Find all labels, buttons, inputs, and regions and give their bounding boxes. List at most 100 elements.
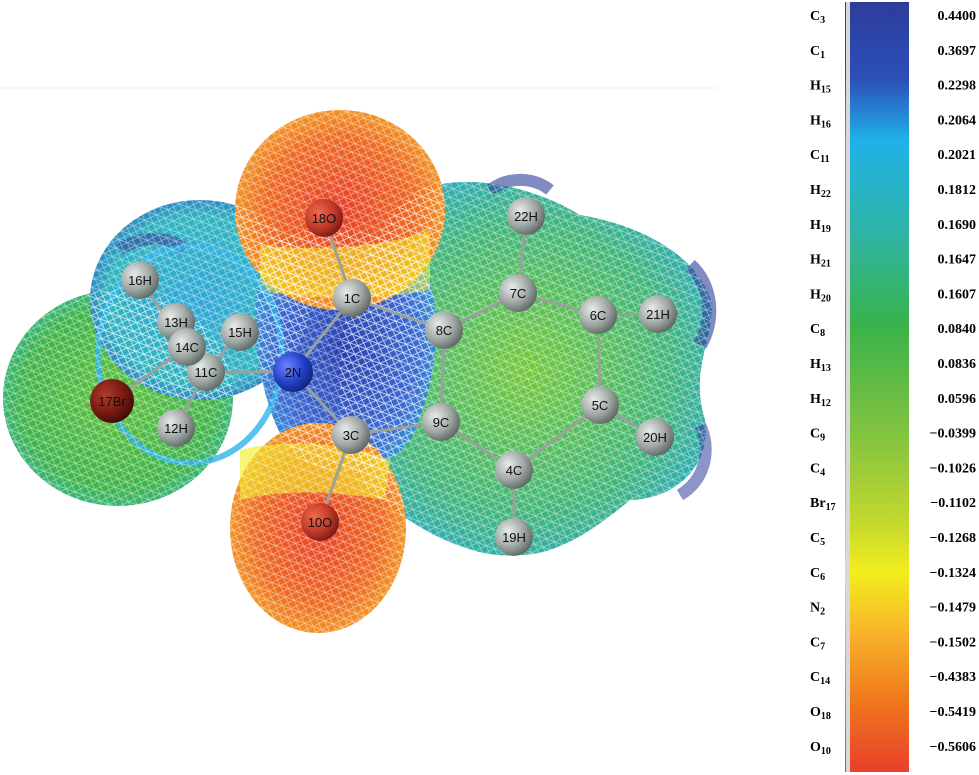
- legend-row: H12 0.0596: [810, 392, 976, 409]
- atom-sphere: [333, 279, 371, 317]
- legend-charge-value: 0.0836: [938, 357, 977, 372]
- atom-sphere: [499, 274, 537, 312]
- legend-atom-label: C1: [810, 44, 825, 61]
- legend-row: C4 −0.1026: [810, 461, 976, 478]
- legend-atom-label: C14: [810, 670, 830, 687]
- legend-atom-label: C4: [810, 461, 825, 478]
- atom-label: 17Br: [98, 394, 126, 409]
- atom-label: 22H: [514, 209, 538, 224]
- atom-label: 9C: [433, 415, 450, 430]
- atom-15h: 15H: [221, 313, 259, 351]
- legend-row: H15 0.2298: [810, 79, 976, 96]
- atom-sphere: [507, 197, 545, 235]
- atom-label: 15H: [228, 325, 252, 340]
- atom-label: 14C: [175, 340, 199, 355]
- legend-row: H13 0.0836: [810, 357, 976, 374]
- atom-4c: 4C: [495, 451, 533, 489]
- legend-atom-label: H20: [810, 287, 831, 304]
- atom-label: 2N: [285, 365, 302, 380]
- legend-atom-label: N2: [810, 601, 825, 618]
- legend-atom-label: Br17: [810, 496, 836, 513]
- atom-20h: 20H: [636, 418, 674, 456]
- atom-18o: 18O: [305, 199, 343, 237]
- legend-charge-value: −0.1502: [930, 635, 976, 650]
- legend-charge-value: −0.1268: [930, 531, 976, 546]
- atom-label: 16H: [128, 273, 152, 288]
- atom-sphere: [273, 352, 313, 392]
- legend-row: O18 −0.5419: [810, 705, 976, 722]
- atom-label: 3C: [343, 428, 360, 443]
- legend-row: O10 −0.5606: [810, 740, 976, 757]
- legend-atom-label: C3: [810, 9, 825, 26]
- legend-atom-label: C6: [810, 566, 825, 583]
- legend-charge-value: 0.0596: [938, 392, 977, 407]
- atom-sphere: [221, 313, 259, 351]
- legend-row: C14 −0.4383: [810, 670, 976, 687]
- atom-5c: 5C: [581, 386, 619, 424]
- atom-label: 18O: [312, 211, 337, 226]
- legend-atom-label: C9: [810, 427, 825, 444]
- atom-7c: 7C: [499, 274, 537, 312]
- legend-charge-value: 0.1690: [938, 218, 977, 233]
- electrostatic-potential-mesh-diagram: 1C 2N 3C 4C 5C 6C 7C 8C 9C 10O 11C 12H 13H 14C 15H 16H 1…: [0, 87, 718, 633]
- legend-charge-value: 0.2064: [938, 113, 977, 128]
- atom-label: 6C: [590, 308, 607, 323]
- legend-row: Br17 −0.1102: [810, 496, 976, 513]
- legend-atom-label: O18: [810, 705, 831, 722]
- atom-sphere: [168, 328, 206, 366]
- legend-row: H22 0.1812: [810, 183, 976, 200]
- legend-charge-value: 0.3697: [938, 44, 977, 59]
- atom-sphere: [301, 503, 339, 541]
- atom-label: 20H: [643, 430, 667, 445]
- legend-atom-label: C11: [810, 148, 830, 165]
- atom-sphere: [157, 409, 195, 447]
- atom-label: 13H: [164, 315, 188, 330]
- atom-1c: 1C: [333, 279, 371, 317]
- legend-atom-label: C7: [810, 635, 825, 652]
- atom-label: 5C: [592, 398, 609, 413]
- legend-charge-value: 0.4400: [938, 9, 977, 24]
- legend-charge-value: −0.5419: [930, 705, 976, 720]
- atom-label: 7C: [510, 286, 527, 301]
- legend-charge-value: −0.1324: [930, 566, 976, 581]
- legend-atom-label: C5: [810, 531, 825, 548]
- atom-sphere: [495, 451, 533, 489]
- legend-atom-label: H22: [810, 183, 831, 200]
- legend-row: C9 −0.0399: [810, 427, 976, 444]
- legend-row: H20 0.1607: [810, 287, 976, 304]
- atom-sphere: [422, 403, 460, 441]
- atom-sphere: [579, 296, 617, 334]
- legend-charge-value: −0.1479: [930, 601, 976, 616]
- legend-charge-value: 0.2298: [938, 79, 977, 94]
- atom-sphere: [425, 311, 463, 349]
- legend-charge-value: 0.1812: [938, 183, 977, 198]
- color-scale-bar: [845, 2, 909, 772]
- atom-sphere: [636, 418, 674, 456]
- atom-sphere: [121, 261, 159, 299]
- atom-label: 10O: [308, 515, 333, 530]
- atom-21h: 21H: [639, 295, 677, 333]
- legend-charge-value: −0.1026: [930, 461, 976, 476]
- legend-row: H19 0.1690: [810, 218, 976, 235]
- legend-atom-label: H16: [810, 113, 831, 130]
- legend-row: C1 0.3697: [810, 44, 976, 61]
- atom-label: 19H: [502, 530, 526, 545]
- legend-charge-value: 0.2021: [938, 148, 977, 163]
- legend-row: H21 0.1647: [810, 253, 976, 270]
- legend-charge-value: 0.1647: [938, 253, 977, 268]
- legend-atom-label: H12: [810, 392, 831, 409]
- atom-layer: 1C 2N 3C 4C 5C 6C 7C 8C 9C 10O 11C 12H 13H 14C 15H 16H 1…: [90, 197, 677, 556]
- legend-row: C6 −0.1324: [810, 566, 976, 583]
- atom-sphere: [495, 518, 533, 556]
- legend-row: C11 0.2021: [810, 148, 976, 165]
- legend-charge-value: −0.4383: [930, 670, 976, 685]
- atom-sphere: [305, 199, 343, 237]
- legend-atom-label: C8: [810, 322, 825, 339]
- atom-label: 4C: [506, 463, 523, 478]
- atom-6c: 6C: [579, 296, 617, 334]
- atom-8c: 8C: [425, 311, 463, 349]
- legend-charge-value: −0.5606: [930, 740, 976, 755]
- atom-12h: 12H: [157, 409, 195, 447]
- atom-14c: 14C: [168, 328, 206, 366]
